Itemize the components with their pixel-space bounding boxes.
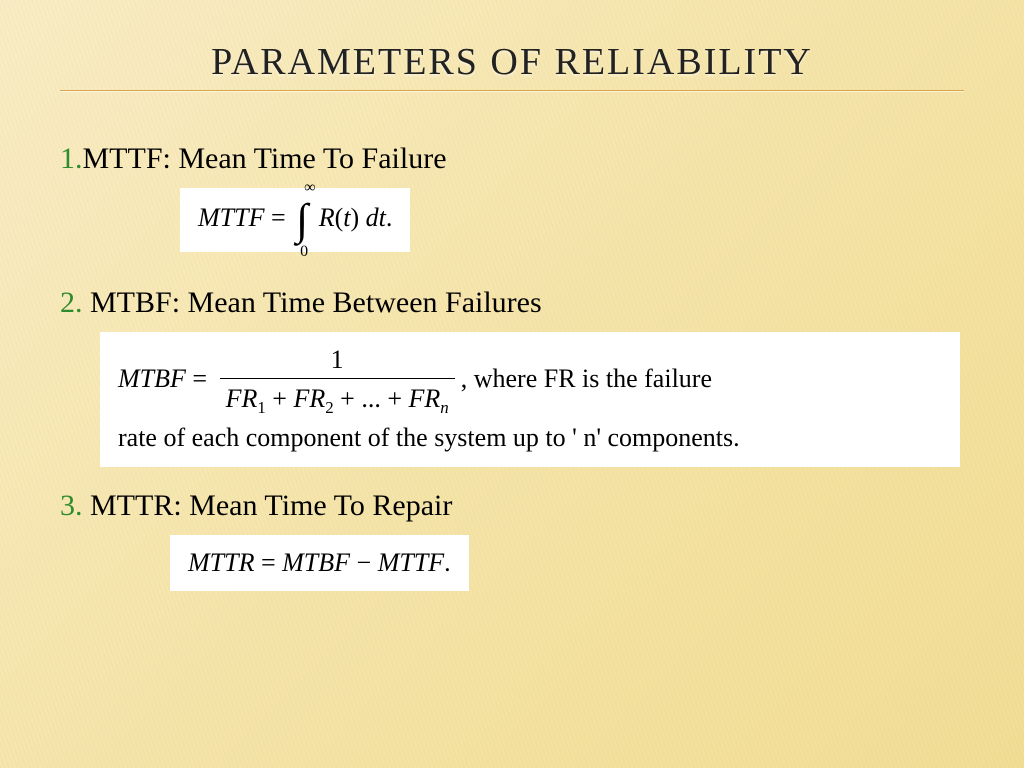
where-clause-2: rate of each component of the system up …: [118, 423, 740, 452]
formula-lhs: MTBF: [118, 364, 186, 393]
item-mtbf: 2. MTBF: Mean Time Between Failures MTBF…: [60, 286, 964, 467]
item-label: MTTF: Mean Time To Failure: [83, 142, 447, 175]
equals-sign: =: [186, 364, 214, 393]
fraction: 1 FR1 + FR2 + ... + FRn: [220, 342, 455, 420]
equals-sign: =: [254, 548, 282, 577]
item-heading: 2. MTBF: Mean Time Between Failures: [60, 286, 964, 320]
formula-mttf: MTTF = ∫∞0 R(t) dt.: [180, 188, 410, 252]
formula-mtbf: MTBF = 1 FR1 + FR2 + ... + FRn , where F…: [100, 332, 960, 467]
plus-ellipsis: + ... +: [334, 384, 409, 413]
sub2: 2: [325, 399, 333, 418]
item-label: MTTR: Mean Time To Repair: [83, 489, 453, 522]
integrand-r: R: [319, 203, 335, 232]
equals-sign: =: [264, 203, 292, 232]
plus: +: [266, 384, 294, 413]
item-mttr: 3. MTTR: Mean Time To Repair MTTR = MTBF…: [60, 489, 964, 591]
mttf-term: MTTF: [378, 548, 444, 577]
integral-sign: ∫∞0: [296, 198, 308, 242]
period: .: [444, 548, 451, 577]
fr-term: FR: [409, 384, 441, 413]
paren-open: (: [335, 203, 344, 232]
where-clause-1: where FR is the failure: [474, 364, 712, 393]
item-label: MTBF: Mean Time Between Failures: [83, 286, 542, 319]
period: .: [386, 203, 393, 232]
fraction-numerator: 1: [220, 342, 455, 378]
slide-title: PARAMETERS OF RELIABILITY: [60, 40, 964, 84]
item-number: 1.: [60, 142, 83, 175]
minus-sign: −: [350, 548, 378, 577]
subn: n: [440, 399, 448, 418]
integral-lower: 0: [300, 244, 308, 260]
item-number: 2.: [60, 286, 83, 319]
fr-term: FR: [293, 384, 325, 413]
mtbf-term: MTBF: [282, 548, 350, 577]
item-number: 3.: [60, 489, 83, 522]
comma: ,: [461, 364, 474, 393]
item-heading: 3. MTTR: Mean Time To Repair: [60, 489, 964, 523]
item-mttf: 1.MTTF: Mean Time To Failure MTTF = ∫∞0 …: [60, 142, 964, 252]
integrand-arg: t: [343, 203, 350, 232]
item-heading: 1.MTTF: Mean Time To Failure: [60, 142, 964, 176]
title-rule: [60, 90, 964, 92]
sub1: 1: [257, 399, 265, 418]
formula-lhs: MTTR: [188, 548, 254, 577]
integral-upper: ∞: [304, 180, 315, 196]
fraction-denominator: FR1 + FR2 + ... + FRn: [220, 378, 455, 420]
slide: PARAMETERS OF RELIABILITY 1.MTTF: Mean T…: [0, 0, 1024, 768]
formula-lhs: MTTF: [198, 203, 264, 232]
formula-mttr: MTTR = MTBF − MTTF.: [170, 535, 469, 591]
fr-term: FR: [226, 384, 258, 413]
paren-close: ): [351, 203, 360, 232]
dt: dt: [359, 203, 386, 232]
